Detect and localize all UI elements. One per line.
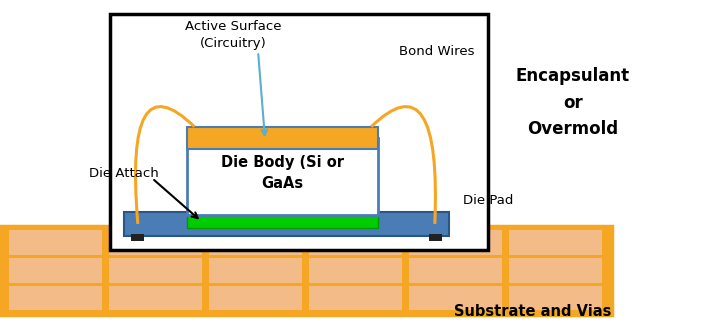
Bar xyxy=(209,230,303,255)
Bar xyxy=(187,138,378,215)
Bar xyxy=(110,14,488,250)
Text: Active Surface
(Circuitry): Active Surface (Circuitry) xyxy=(185,20,281,50)
Bar xyxy=(209,286,303,310)
Bar xyxy=(409,258,502,283)
Bar xyxy=(509,258,602,283)
Bar xyxy=(187,127,378,149)
Bar xyxy=(187,215,378,228)
Text: Substrate and Vias: Substrate and Vias xyxy=(454,304,612,319)
Text: Encapsulant
or
Overmold: Encapsulant or Overmold xyxy=(515,67,630,138)
Bar xyxy=(9,286,102,310)
Bar xyxy=(9,230,102,255)
Bar xyxy=(310,258,402,283)
Text: Die Attach: Die Attach xyxy=(89,167,158,180)
Bar xyxy=(131,234,144,241)
Bar xyxy=(109,258,202,283)
Bar xyxy=(209,258,303,283)
Bar xyxy=(429,234,442,241)
Bar xyxy=(509,230,602,255)
Bar xyxy=(409,286,502,310)
Bar xyxy=(0,226,612,315)
Bar xyxy=(124,212,449,236)
Bar xyxy=(9,258,102,283)
Bar xyxy=(109,230,202,255)
Text: Bond Wires: Bond Wires xyxy=(399,45,475,58)
Bar xyxy=(109,286,202,310)
Bar xyxy=(310,230,402,255)
Bar xyxy=(509,286,602,310)
Bar xyxy=(409,230,502,255)
Text: Die Body (Si or
GaAs: Die Body (Si or GaAs xyxy=(221,155,344,191)
Text: Die Pad: Die Pad xyxy=(463,194,513,207)
Bar xyxy=(310,286,402,310)
